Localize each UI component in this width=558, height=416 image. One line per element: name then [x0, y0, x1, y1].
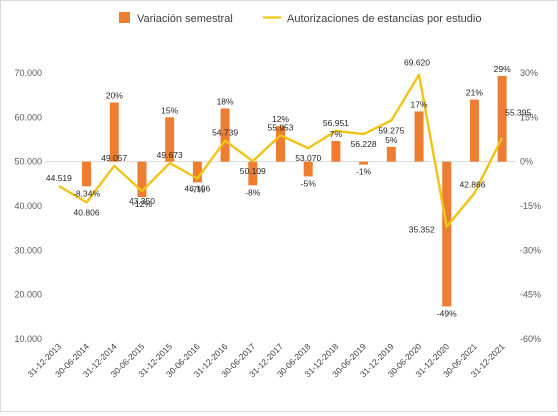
line-value-label: 50.109 [240, 166, 266, 176]
y-right-tick-label: -60% [520, 334, 541, 344]
y-left-tick-label: 40.000 [14, 201, 42, 211]
line-value-label: 49.057 [101, 153, 127, 163]
bar [498, 76, 507, 162]
line-value-label: 56.228 [351, 139, 377, 149]
line-value-label: 53.070 [295, 153, 321, 163]
bar [82, 162, 91, 187]
line-value-label: 42.866 [459, 179, 485, 189]
line-value-label: 55.395 [505, 108, 531, 118]
bar [387, 147, 396, 162]
bar [470, 100, 479, 162]
bar [304, 162, 313, 177]
bar-value-label: -49% [437, 308, 457, 318]
line-value-label: 69.620 [404, 58, 430, 68]
line-value-label: 59.275 [378, 126, 404, 136]
line-value-label: 49.673 [157, 150, 183, 160]
bar-value-label: 18% [217, 96, 234, 106]
y-left-tick-label: 30.000 [14, 245, 42, 255]
line-value-label: 35.352 [409, 225, 435, 235]
bar-value-label: 20% [106, 91, 123, 101]
legend-label-bar: Variación semestral [137, 13, 233, 25]
line-value-label: 44.519 [46, 173, 72, 183]
line-value-label: 43.350 [129, 196, 155, 206]
data-labels: -8,34%20%-12%15%-7%18%-8%12%-5%7%-1%5%17… [46, 58, 532, 319]
legend: Variación semestral Autorizaciones de est… [119, 12, 481, 25]
bar [331, 141, 340, 162]
line-value-label: 40.806 [74, 207, 100, 217]
bar-value-label: -8,34% [73, 188, 100, 198]
line-value-label: 56.951 [323, 118, 349, 128]
y-right-tick-label: -30% [520, 245, 541, 255]
bar [442, 162, 451, 307]
bar [359, 162, 368, 165]
line-value-label: 54.739 [212, 128, 238, 138]
y-right-tick-label: -15% [520, 201, 541, 211]
bar-value-label: 5% [385, 135, 398, 145]
bar-value-label: 21% [466, 88, 483, 98]
y-right-tick-label: -45% [520, 290, 541, 300]
y-left-tick-label: 10.000 [14, 334, 42, 344]
bar-value-label: -8% [245, 187, 261, 197]
bar [415, 111, 424, 161]
bar-series [82, 76, 507, 307]
bar-value-label: 17% [411, 99, 428, 109]
bar-value-label: 15% [161, 105, 178, 115]
y-right-tick-label: 0% [520, 157, 533, 167]
y-left-tick-label: 70.000 [14, 68, 42, 78]
line-value-label: 46.196 [184, 184, 210, 194]
bar-value-label: 7% [330, 129, 343, 139]
bar-value-label: -1% [356, 167, 372, 177]
y-right-tick-label: 30% [520, 68, 538, 78]
y-left-tick-label: 50.000 [14, 157, 42, 167]
bar-value-label: -5% [301, 178, 317, 188]
line-value-label: 55.953 [268, 122, 294, 132]
bar-value-label: 29% [494, 64, 511, 74]
legend-swatch-bar [119, 12, 130, 23]
y-left-tick-label: 20.000 [14, 290, 42, 300]
y-left-tick-label: 60.000 [14, 112, 42, 122]
legend-label-line: Autorizaciones de estancias por estudio [287, 13, 481, 25]
